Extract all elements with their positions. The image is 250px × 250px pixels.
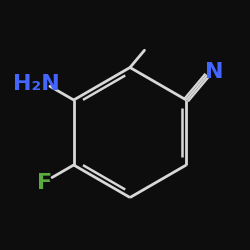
Text: H₂N: H₂N — [13, 74, 60, 94]
Text: F: F — [38, 172, 52, 193]
Text: N: N — [205, 62, 224, 82]
